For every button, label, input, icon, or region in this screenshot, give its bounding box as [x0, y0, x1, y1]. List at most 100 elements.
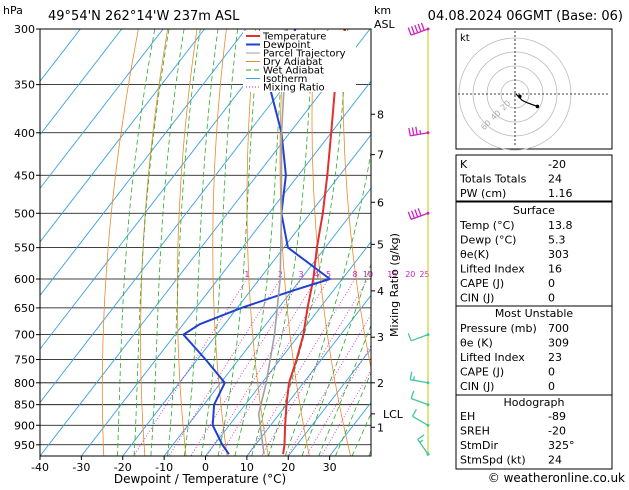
wind-barb-station — [427, 424, 430, 427]
wind-barb-shaft — [418, 439, 428, 454]
wind-barb-flag — [418, 208, 421, 216]
surface-row-label: Dewp (°C) — [460, 234, 516, 247]
legend-label: Mixing Ratio — [263, 83, 325, 94]
temp-tick-label: 20 — [281, 461, 295, 474]
wind-barb-flag — [408, 212, 411, 220]
hodo-table-title: Hodograph — [504, 396, 565, 409]
isotherm-line — [164, 29, 494, 456]
copyright-footer: © weatheronline.co.uk — [488, 471, 625, 485]
mixing-ratio-line — [322, 279, 425, 456]
index-row-label: K — [460, 158, 468, 171]
temp-tick-label: -30 — [72, 461, 90, 474]
wet-adiabat-line — [151, 29, 184, 456]
pressure-tick-label: 800 — [14, 377, 35, 390]
surface-row-label: CAPE (J) — [460, 277, 504, 290]
dry-adiabat-line — [343, 29, 392, 456]
wind-barb-flag — [410, 372, 411, 380]
km-tick-label: 5 — [377, 238, 384, 251]
surface-row-label: Lifted Index — [460, 263, 525, 276]
temp-tick-label: -10 — [155, 461, 173, 474]
pressure-tick-label: 850 — [14, 399, 35, 412]
x-axis-title: Dewpoint / Temperature (°C) — [114, 472, 286, 486]
pressure-tick-label: 300 — [14, 23, 35, 36]
wind-barb-station — [427, 403, 430, 406]
hodograph-unit-label: kt — [460, 33, 470, 44]
mixing-ratio-label: 10 — [363, 270, 373, 279]
temp-tick-label: 0 — [202, 461, 209, 474]
hodo-table-row-label: StmSpd (kt) — [460, 454, 526, 467]
pressure-tick-label: 700 — [14, 329, 35, 342]
pressure-tick-label: 950 — [14, 439, 35, 452]
pressure-axis: 3003504004505005506006507007508008509009… — [14, 23, 40, 452]
wet-adiabat-line — [218, 29, 260, 456]
pressure-tick-label: 450 — [14, 169, 35, 182]
km-tick-label: 3 — [377, 331, 384, 344]
index-row-value: -20 — [548, 158, 566, 171]
unstable-row-label: CAPE (J) — [460, 366, 504, 379]
unstable-row-value: 23 — [548, 351, 562, 364]
wind-barb-flag — [412, 409, 416, 416]
wind-barb-shaft — [411, 335, 428, 341]
surface-row-label: CIN (J) — [460, 292, 494, 305]
wind-barb-station — [427, 212, 430, 215]
temp-tick-label: -20 — [114, 461, 132, 474]
unstable-row-label: Pressure (mb) — [460, 322, 537, 335]
wind-barb-station — [427, 381, 430, 384]
wind-barb-flag — [411, 391, 414, 399]
wind-barb-station — [427, 28, 430, 31]
pressure-tick-label: 500 — [14, 207, 35, 220]
wind-barb-flag — [412, 211, 415, 219]
surface-row-value: 5.3 — [548, 234, 566, 247]
km-tick-label: 8 — [377, 108, 384, 121]
pressure-tick-label: 600 — [14, 273, 35, 286]
dry-adiabat-line — [102, 29, 138, 456]
surface-row-value: 13.8 — [548, 219, 573, 232]
surface-row-value: 0 — [548, 292, 555, 305]
km-tick-label: 4 — [377, 285, 384, 298]
index-row-value: 1.16 — [548, 187, 573, 200]
surface-row-value: 303 — [548, 248, 569, 261]
mixing-ratio-label: 3 — [299, 270, 304, 279]
unstable-title: Most Unstable — [495, 307, 574, 320]
mixing-ratio-label: 8 — [352, 270, 357, 279]
km-tick-label: 6 — [377, 196, 384, 209]
hodo-table-row-label: EH — [460, 410, 475, 423]
hodograph-frame — [456, 29, 612, 149]
mixing-ratio-label: 15 — [387, 270, 397, 279]
unstable-row-label: CIN (J) — [460, 380, 494, 393]
wind-barb-flag — [408, 28, 411, 36]
wind-barb-flag — [418, 24, 421, 32]
index-row-value: 24 — [548, 173, 562, 186]
mixing-ratio-line — [134, 279, 247, 456]
km-tick-label: 2 — [377, 377, 384, 390]
unstable-row-value: 309 — [548, 337, 569, 350]
wind-barb-flag — [418, 435, 425, 440]
hodograph-storm-point — [518, 95, 522, 99]
dry-adiabat-line — [177, 29, 197, 456]
hodo-table-row-label: SREH — [460, 425, 490, 438]
wind-barb-flag — [416, 127, 417, 135]
wind-barb-flag — [412, 127, 413, 135]
wet-adiabat-line — [168, 29, 201, 456]
temp-tick-label: 10 — [240, 461, 254, 474]
km-tick-label: 7 — [377, 149, 384, 162]
unstable-row-label: θe (K) — [460, 337, 493, 350]
hodo-table-row-value: 325° — [548, 439, 575, 452]
lcl-label: LCL — [383, 408, 404, 421]
pressure-axis-title: hPa — [3, 4, 23, 17]
wind-barb-half — [414, 376, 415, 380]
unstable-row-label: Lifted Index — [460, 351, 525, 364]
wind-barb-flag — [408, 333, 411, 341]
surface-row-value: 16 — [548, 263, 562, 276]
hodograph-end-point — [536, 105, 540, 109]
isotherm-line — [0, 29, 246, 456]
mixing-ratio-axis-title: Mixing Ratio (g/kg) — [388, 233, 401, 337]
wind-barb-half — [420, 440, 423, 442]
wind-barb-flag — [412, 26, 415, 34]
wind-barb-shaft — [410, 380, 428, 383]
datetime-title: 04.08.2024 06GMT (Base: 06) — [428, 9, 623, 24]
